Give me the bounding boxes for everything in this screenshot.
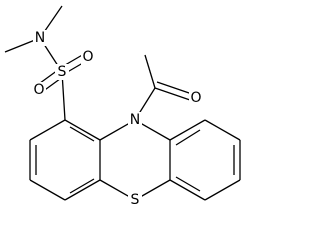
atom-label: S [131, 192, 140, 208]
atom-label: O [190, 90, 201, 106]
atom-label: N [35, 30, 45, 46]
atom-label: O [33, 82, 44, 98]
atom-label: O [82, 49, 93, 65]
molecule-diagram: N S O O N O S [4, 5, 241, 208]
atom-label: S [58, 64, 67, 80]
atom-labels: N S O O N O S [32, 30, 203, 208]
atom-label: N [130, 112, 140, 128]
